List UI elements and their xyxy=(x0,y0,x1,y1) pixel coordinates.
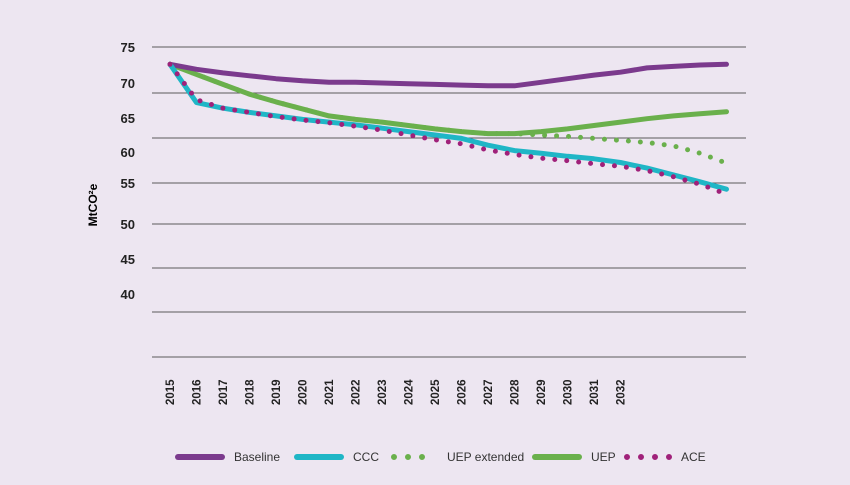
y-tick-label: 70 xyxy=(121,76,135,91)
x-axis-ticks: 2015 2016 2017 2018 2019 2020 2021 2022 2023 2024… xyxy=(165,379,628,405)
x-tick-label: 2031 xyxy=(589,379,601,405)
x-tick-label: 2027 xyxy=(483,379,495,405)
legend-label-ace: ACE xyxy=(681,450,706,464)
legend: Baseline CCC UEP extended UEP ACE xyxy=(175,450,706,464)
y-axis-ticks: 75 70 65 60 55 50 45 40 xyxy=(121,40,135,302)
y-tick-label: 40 xyxy=(121,287,135,302)
series-line-ace xyxy=(167,61,729,197)
x-tick-label: 2020 xyxy=(298,379,310,405)
x-tick-label: 2023 xyxy=(377,379,389,405)
x-tick-label: 2025 xyxy=(430,379,442,405)
x-tick-label: 2019 xyxy=(271,379,283,405)
x-tick-label: 2016 xyxy=(192,379,204,405)
series-lines xyxy=(167,61,729,197)
series-line-baseline xyxy=(167,61,729,89)
y-axis-label: MtCO²e xyxy=(86,183,100,226)
series-line-uep xyxy=(167,61,729,137)
y-tick-label: 75 xyxy=(121,40,135,55)
legend-label-baseline: Baseline xyxy=(234,450,280,464)
x-tick-label: 2028 xyxy=(510,379,522,405)
y-tick-label: 45 xyxy=(121,252,135,267)
series-line-ccc xyxy=(167,61,729,192)
y-tick-label: 65 xyxy=(121,111,135,126)
x-tick-label: 2022 xyxy=(351,379,363,405)
legend-label-uep-extended: UEP extended xyxy=(447,450,524,464)
x-tick-label: 2015 xyxy=(165,379,177,405)
y-tick-label: 60 xyxy=(121,145,135,160)
y-tick-label: 50 xyxy=(121,217,135,232)
legend-label-uep: UEP xyxy=(591,450,616,464)
x-tick-label: 2030 xyxy=(563,379,575,405)
x-tick-label: 2021 xyxy=(324,379,336,405)
x-tick-label: 2032 xyxy=(616,379,628,405)
x-tick-label: 2029 xyxy=(536,379,548,405)
y-tick-label: 55 xyxy=(121,176,135,191)
x-tick-label: 2026 xyxy=(457,379,469,405)
x-tick-label: 2024 xyxy=(404,379,416,405)
legend-label-ccc: CCC xyxy=(353,450,379,464)
x-tick-label: 2017 xyxy=(218,379,230,405)
x-tick-label: 2018 xyxy=(245,379,257,405)
